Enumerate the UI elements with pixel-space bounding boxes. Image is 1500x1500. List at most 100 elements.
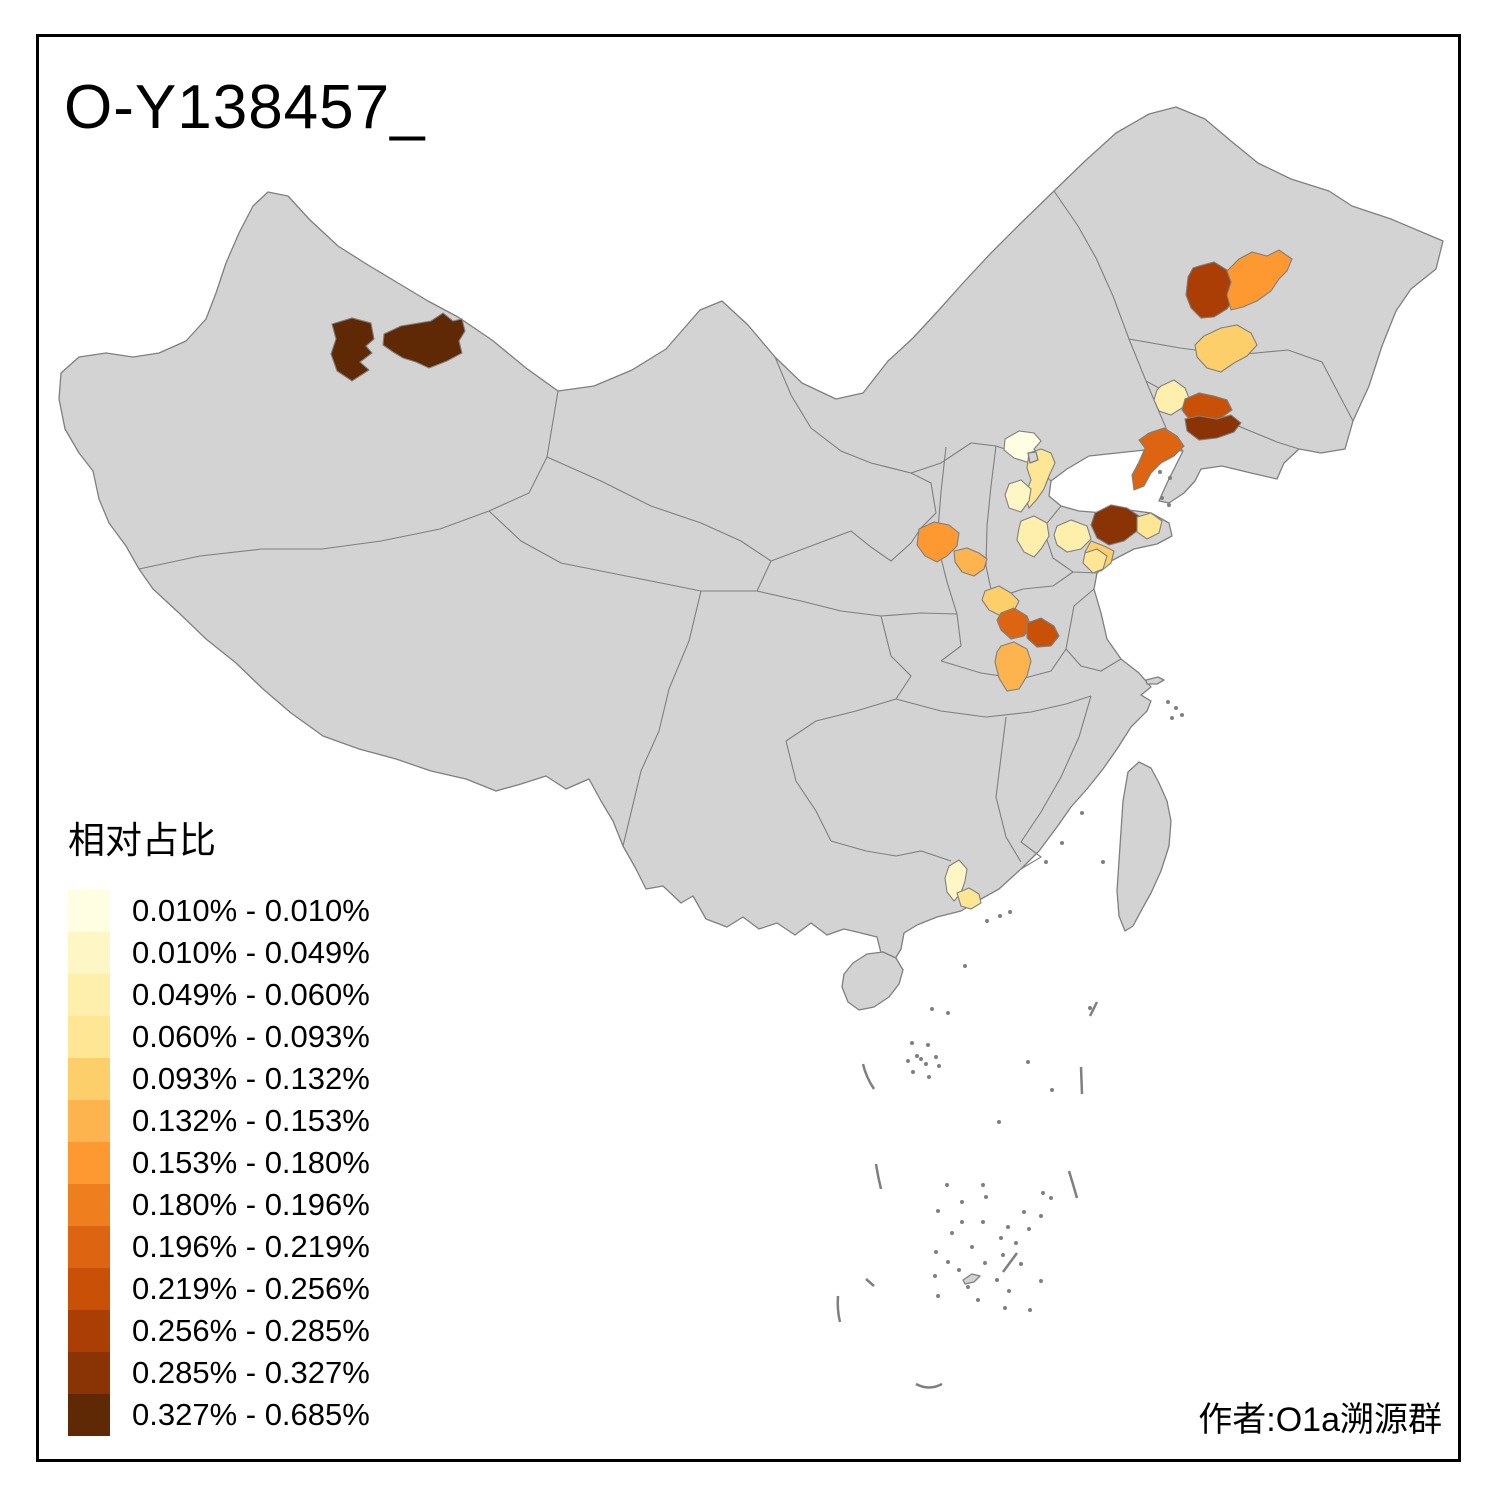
province-border [880, 615, 912, 700]
province-border [785, 740, 832, 842]
legend-label: 0.180% - 0.196% [132, 1187, 370, 1222]
island-dot [984, 1195, 988, 1199]
island-dot [934, 1055, 938, 1059]
island-dot [1101, 860, 1105, 864]
island-dot [906, 1059, 910, 1063]
island-dot [1167, 503, 1171, 507]
legend-item: 0.180% - 0.196% [68, 1184, 370, 1226]
legend-item: 0.060% - 0.093% [68, 1016, 370, 1058]
attribution: 作者:O1a溯源群 [1198, 1401, 1442, 1439]
island-dot [1006, 1225, 1010, 1229]
legend-label: 0.327% - 0.685% [132, 1397, 370, 1432]
legend-label: 0.196% - 0.219% [132, 1229, 370, 1264]
province-border [1020, 695, 1092, 870]
legend-item: 0.285% - 0.327% [68, 1352, 370, 1394]
island-dot [946, 1260, 950, 1264]
region-heilongjiang-west [1185, 261, 1237, 319]
legend-item: 0.049% - 0.060% [68, 974, 370, 1016]
island-dot [934, 1250, 938, 1254]
highlighted-regions [330, 249, 1293, 910]
legend-label: 0.010% - 0.010% [132, 893, 370, 928]
legend-swatch [68, 1100, 110, 1142]
island-dot [1026, 1060, 1030, 1064]
island-dot [960, 1200, 964, 1204]
island-dot [997, 1120, 1001, 1124]
region-jilin-west [1194, 324, 1258, 373]
south-china-sea-islands [906, 470, 1184, 1312]
region-heilongjiang-central [1226, 249, 1293, 311]
island-dot [1080, 811, 1084, 815]
region-liaoning-east [1184, 414, 1242, 441]
island-dot [946, 1011, 950, 1015]
island-dot [926, 1043, 930, 1047]
legend-swatch [68, 1184, 110, 1226]
province-border [785, 698, 897, 742]
island-dot [1028, 1308, 1032, 1312]
legend-label: 0.285% - 0.327% [132, 1355, 370, 1390]
legend-label: 0.010% - 0.049% [132, 935, 370, 970]
island-dot [981, 1220, 985, 1224]
legend-swatch [68, 932, 110, 974]
plot-title: O-Y138457_ [64, 73, 426, 142]
legend: 相对占比 0.010% - 0.010% 0.010% - 0.049% 0.0… [68, 810, 370, 1436]
island-dot [1158, 470, 1162, 474]
island-dot [1180, 713, 1184, 717]
legend-rows: 0.010% - 0.010% 0.010% - 0.049% 0.049% -… [68, 890, 370, 1436]
island-dot [960, 1220, 964, 1224]
dash-segment [1088, 1001, 1099, 1017]
island-dot [950, 1231, 954, 1235]
province-border [138, 390, 559, 570]
island-dot [976, 1298, 980, 1302]
legend-swatch [68, 1226, 110, 1268]
island-dot [1019, 1262, 1023, 1266]
china-mainland [58, 106, 1444, 965]
island-dot [1050, 1088, 1054, 1092]
legend-swatch [68, 1058, 110, 1100]
region-hebei-shijiazhuang [1016, 515, 1050, 558]
dash-segment [874, 1163, 883, 1190]
dash-segment [836, 1295, 842, 1323]
legend-swatch [68, 890, 110, 932]
legend-swatch [68, 974, 110, 1016]
region-liaoning-dalian [1131, 427, 1185, 491]
island-dot [983, 1261, 987, 1265]
legend-swatch [68, 1016, 110, 1058]
island-dot [1088, 1006, 1092, 1010]
province-border [756, 590, 958, 617]
region-shandong-yantai [1136, 512, 1163, 540]
province-border [985, 445, 997, 600]
island-dot [936, 1209, 940, 1213]
dash-segment [861, 1063, 876, 1090]
legend-label: 0.256% - 0.285% [132, 1313, 370, 1348]
island-dot [1039, 1214, 1043, 1218]
island-dot [970, 1245, 974, 1249]
island-dot [1008, 910, 1012, 914]
province-border [895, 695, 1092, 718]
dash-segment [1001, 1252, 1019, 1273]
dash-segment [915, 1382, 943, 1389]
province-border [622, 590, 702, 847]
region-shandong-weifang [1090, 504, 1140, 546]
island-dot [1160, 496, 1164, 500]
island-dot [1039, 1279, 1043, 1283]
island-dot [957, 1268, 961, 1272]
taiwan-island [1116, 761, 1172, 932]
legend-swatch [68, 1352, 110, 1394]
province-border [830, 840, 952, 862]
island-dot [1022, 1210, 1026, 1214]
nine-dash-line [836, 1001, 1099, 1389]
island-dot [919, 1057, 923, 1061]
island-dot [1027, 1227, 1031, 1231]
island-dot [937, 1064, 941, 1068]
region-hebei-langfang [1024, 448, 1056, 510]
island-dot [963, 964, 967, 968]
legend-item: 0.219% - 0.256% [68, 1268, 370, 1310]
island-dot [1001, 1253, 1005, 1257]
region-xinjiang-west [330, 317, 375, 382]
province-borders [138, 190, 1354, 870]
paracel-islet [962, 1273, 981, 1285]
province-border [546, 456, 772, 592]
region-guangdong-guangzhou [956, 887, 982, 910]
region-shaanxi-yulin [916, 521, 960, 563]
